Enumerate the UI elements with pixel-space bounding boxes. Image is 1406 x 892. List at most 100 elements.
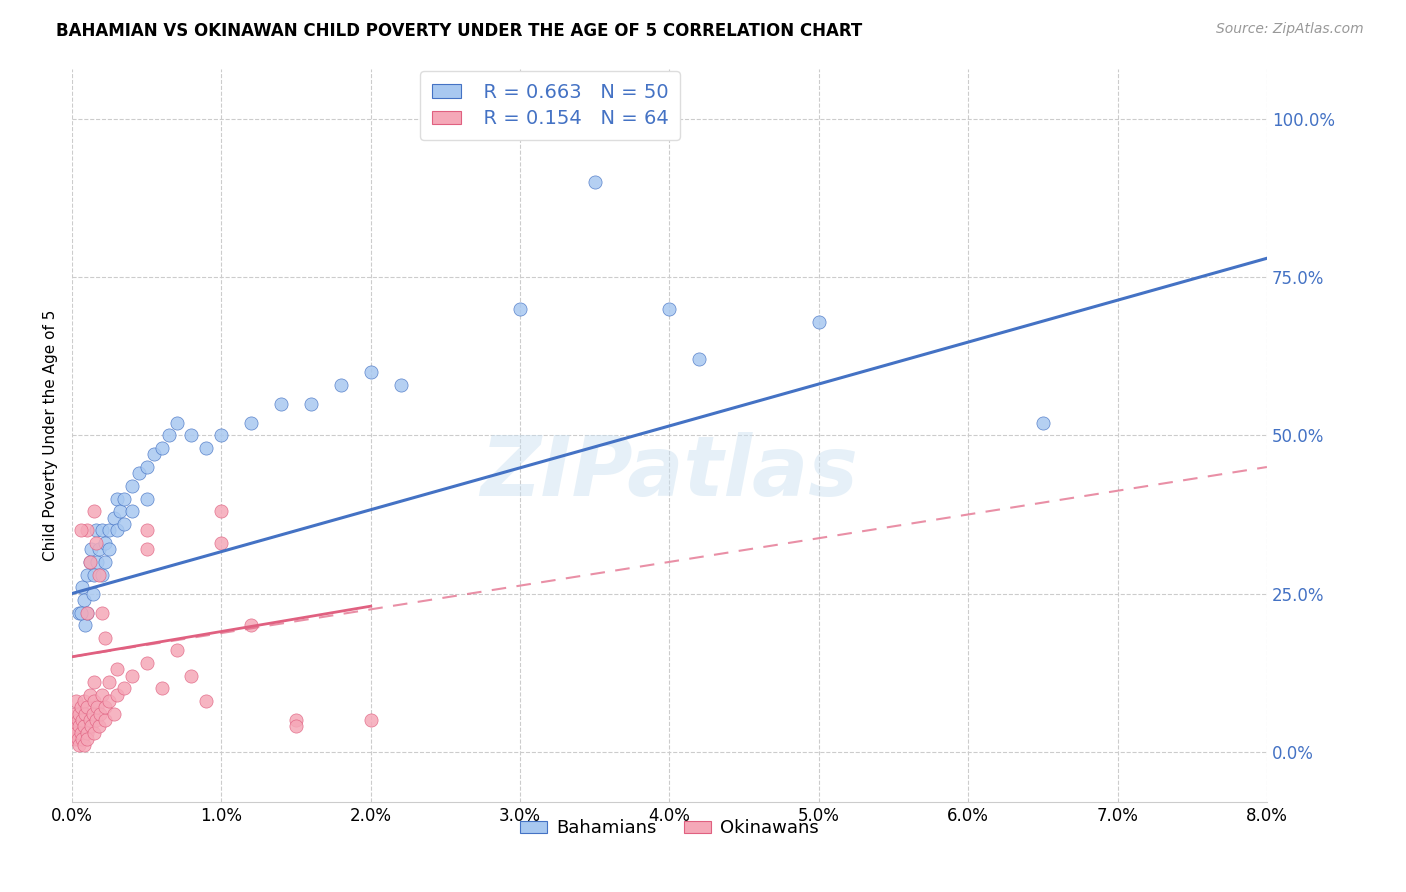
Point	[90, 567, 112, 582]
Point	[135, 542, 157, 557]
Text: BAHAMIAN VS OKINAWAN CHILD POVERTY UNDER THE AGE OF 5 CORRELATION CHART: BAHAMIAN VS OKINAWAN CHILD POVERTY UNDER…	[56, 22, 862, 40]
Point	[240, 618, 263, 632]
Point	[76, 606, 98, 620]
Point	[84, 713, 107, 727]
Point	[73, 719, 96, 733]
Point	[583, 175, 606, 189]
Point	[84, 523, 107, 537]
Point	[329, 377, 352, 392]
Point	[270, 397, 292, 411]
Point	[70, 523, 93, 537]
Point	[70, 606, 93, 620]
Point	[63, 719, 86, 733]
Point	[285, 713, 308, 727]
Point	[166, 416, 188, 430]
Point	[94, 713, 117, 727]
Point	[87, 719, 110, 733]
Legend: Bahamians, Okinawans: Bahamians, Okinawans	[513, 812, 825, 845]
Point	[98, 675, 121, 690]
Point	[103, 706, 125, 721]
Point	[112, 681, 135, 696]
Point	[240, 416, 263, 430]
Point	[84, 536, 107, 550]
Point	[121, 669, 143, 683]
Point	[94, 555, 117, 569]
Point	[157, 428, 180, 442]
Point	[121, 504, 143, 518]
Point	[63, 706, 86, 721]
Point	[135, 656, 157, 670]
Point	[195, 441, 218, 455]
Point	[76, 567, 98, 582]
Point	[69, 606, 91, 620]
Point	[98, 542, 121, 557]
Point	[83, 675, 105, 690]
Point	[150, 681, 173, 696]
Point	[121, 479, 143, 493]
Point	[83, 725, 105, 739]
Point	[180, 428, 202, 442]
Point	[360, 365, 382, 379]
Point	[72, 731, 94, 746]
Point	[79, 713, 101, 727]
Point	[90, 688, 112, 702]
Point	[86, 555, 108, 569]
Point	[299, 397, 322, 411]
Point	[66, 713, 89, 727]
Point	[75, 706, 97, 721]
Text: ZIPatlas: ZIPatlas	[481, 432, 859, 513]
Point	[86, 700, 108, 714]
Point	[195, 694, 218, 708]
Point	[83, 504, 105, 518]
Point	[80, 719, 103, 733]
Point	[209, 536, 232, 550]
Point	[108, 504, 131, 518]
Point	[63, 731, 86, 746]
Point	[70, 700, 93, 714]
Point	[73, 592, 96, 607]
Point	[98, 523, 121, 537]
Point	[87, 542, 110, 557]
Point	[76, 700, 98, 714]
Point	[509, 301, 531, 316]
Point	[389, 377, 412, 392]
Point	[135, 460, 157, 475]
Point	[807, 314, 830, 328]
Point	[209, 428, 232, 442]
Point	[70, 725, 93, 739]
Point	[73, 739, 96, 753]
Point	[143, 447, 166, 461]
Point	[79, 555, 101, 569]
Point	[72, 580, 94, 594]
Point	[66, 731, 89, 746]
Point	[80, 542, 103, 557]
Point	[73, 694, 96, 708]
Point	[72, 713, 94, 727]
Point	[83, 567, 105, 582]
Point	[94, 536, 117, 550]
Point	[112, 516, 135, 531]
Point	[69, 706, 91, 721]
Text: Source: ZipAtlas.com: Source: ZipAtlas.com	[1216, 22, 1364, 37]
Point	[1032, 416, 1054, 430]
Point	[103, 510, 125, 524]
Y-axis label: Child Poverty Under the Age of 5: Child Poverty Under the Age of 5	[44, 310, 58, 561]
Point	[90, 606, 112, 620]
Point	[135, 523, 157, 537]
Point	[82, 706, 104, 721]
Point	[76, 606, 98, 620]
Point	[105, 662, 128, 676]
Point	[360, 713, 382, 727]
Point	[105, 688, 128, 702]
Point	[75, 618, 97, 632]
Point	[69, 719, 91, 733]
Point	[94, 631, 117, 645]
Point	[76, 523, 98, 537]
Point	[105, 491, 128, 506]
Point	[89, 706, 111, 721]
Point	[688, 352, 710, 367]
Point	[69, 739, 91, 753]
Point	[94, 700, 117, 714]
Point	[87, 567, 110, 582]
Point	[65, 725, 87, 739]
